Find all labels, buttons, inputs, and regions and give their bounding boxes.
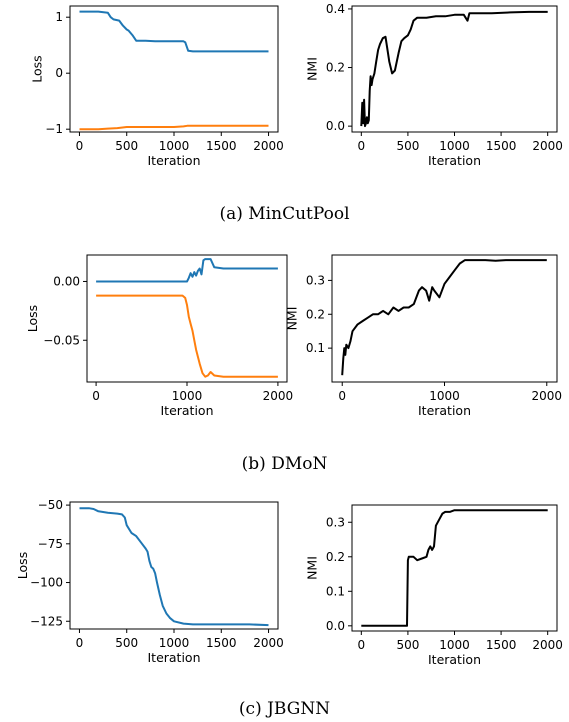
x-axis-label: Iteration xyxy=(428,652,481,667)
y-tick-label: 0.3 xyxy=(306,273,325,287)
series-line-1 xyxy=(341,259,547,376)
y-tick-label: 1 xyxy=(55,10,63,24)
y-tick-label: 0.0 xyxy=(326,119,345,133)
x-tick-label: 1500 xyxy=(486,638,517,652)
caption-b: (b) DMoN xyxy=(241,454,328,474)
panel-a-loss-chart: 0 500 1000 1500 2000 −1 0 1 Iteration Loss xyxy=(30,5,284,168)
x-tick-label: 2000 xyxy=(253,636,284,650)
panel-c-nmi-chart: 0 500 1000 1500 2000 0.0 0.1 0.2 0.3 Iteration NMI xyxy=(304,504,563,667)
y-tick-label: 0.2 xyxy=(326,550,345,564)
y-tick-label: −50 xyxy=(38,498,63,512)
panel-a-nmi-chart: 0 500 1000 1500 2000 0.0 0.2 0.4 Iteration NMI xyxy=(304,2,563,168)
x-tick-label: 0 xyxy=(92,389,100,403)
x-tick-label: 1000 xyxy=(439,139,470,153)
x-tick-label: 1000 xyxy=(159,636,190,650)
x-tick-label: 2000 xyxy=(532,139,563,153)
y-tick-label: 0.2 xyxy=(306,307,325,321)
x-axis-label: Iteration xyxy=(147,153,200,168)
series-line-1 xyxy=(79,507,269,627)
x-tick-label: 2000 xyxy=(532,638,563,652)
series-line-1 xyxy=(96,258,278,283)
x-tick-label: 1500 xyxy=(206,139,237,153)
series-line-1 xyxy=(79,10,269,53)
x-tick-label: 500 xyxy=(115,139,138,153)
x-tick-label: 0 xyxy=(338,389,346,403)
x-axis-label: Iteration xyxy=(418,403,471,418)
plot-frame xyxy=(86,254,288,383)
x-axis-label: Iteration xyxy=(147,650,200,665)
series-line-1 xyxy=(360,10,548,128)
x-tick-label: 500 xyxy=(115,636,138,650)
x-tick-label: 500 xyxy=(396,139,419,153)
y-tick-label: 0.1 xyxy=(306,341,325,355)
panel-b-loss-chart: 0 1000 2000 0.00 −0.05 Iteration Loss xyxy=(25,254,294,418)
x-axis-label: Iteration xyxy=(428,153,481,168)
y-tick-label: 0.0 xyxy=(326,619,345,633)
y-tick-label: −75 xyxy=(38,537,63,551)
x-tick-label: 500 xyxy=(396,638,419,652)
x-tick-label: 0 xyxy=(76,139,84,153)
x-tick-label: 2000 xyxy=(531,389,562,403)
y-tick-label: −0.05 xyxy=(43,333,80,347)
x-tick-label: 2000 xyxy=(253,139,284,153)
x-tick-label: 1000 xyxy=(439,638,470,652)
y-axis-label: Loss xyxy=(15,552,30,579)
x-tick-label: 2000 xyxy=(263,389,294,403)
y-axis-label: NMI xyxy=(304,556,319,580)
y-tick-label: −125 xyxy=(30,614,63,628)
series-line-2 xyxy=(96,294,278,378)
x-tick-label: 0 xyxy=(357,638,365,652)
x-tick-label: 1000 xyxy=(429,389,460,403)
series-line-2 xyxy=(79,124,269,131)
y-tick-label: 0.2 xyxy=(326,61,345,75)
x-tick-label: 1500 xyxy=(206,636,237,650)
plot-frame xyxy=(351,504,558,632)
plot-frame xyxy=(69,501,279,630)
plot-frame xyxy=(351,5,558,133)
y-axis-label: NMI xyxy=(304,57,319,81)
y-axis-label: Loss xyxy=(25,305,40,332)
caption-c: (c) JBGNN xyxy=(238,699,331,719)
caption-a: (a) MinCutPool xyxy=(219,204,350,224)
panel-b-nmi-chart: 0 1000 2000 0.1 0.2 0.3 Iteration NMI xyxy=(284,254,562,418)
y-axis-label: Loss xyxy=(30,55,45,82)
x-axis-label: Iteration xyxy=(160,403,213,418)
panel-c-loss-chart: 0 500 1000 1500 2000 −50 −75 −100 −125 Iteration L… xyxy=(15,498,284,665)
x-tick-label: 0 xyxy=(357,139,365,153)
y-tick-label: 0.00 xyxy=(53,274,80,288)
y-tick-label: −1 xyxy=(45,122,63,136)
plot-frame xyxy=(69,5,279,133)
y-tick-label: 0.1 xyxy=(326,584,345,598)
x-tick-label: 1000 xyxy=(172,389,203,403)
y-axis-label: NMI xyxy=(284,307,299,331)
x-tick-label: 0 xyxy=(76,636,84,650)
y-tick-label: 0.3 xyxy=(326,515,345,529)
y-tick-label: 0 xyxy=(55,66,63,80)
y-tick-label: 0.4 xyxy=(326,2,345,16)
y-tick-label: −100 xyxy=(30,576,63,590)
x-tick-label: 1000 xyxy=(159,139,190,153)
x-tick-label: 1500 xyxy=(486,139,517,153)
series-line-1 xyxy=(361,509,548,627)
